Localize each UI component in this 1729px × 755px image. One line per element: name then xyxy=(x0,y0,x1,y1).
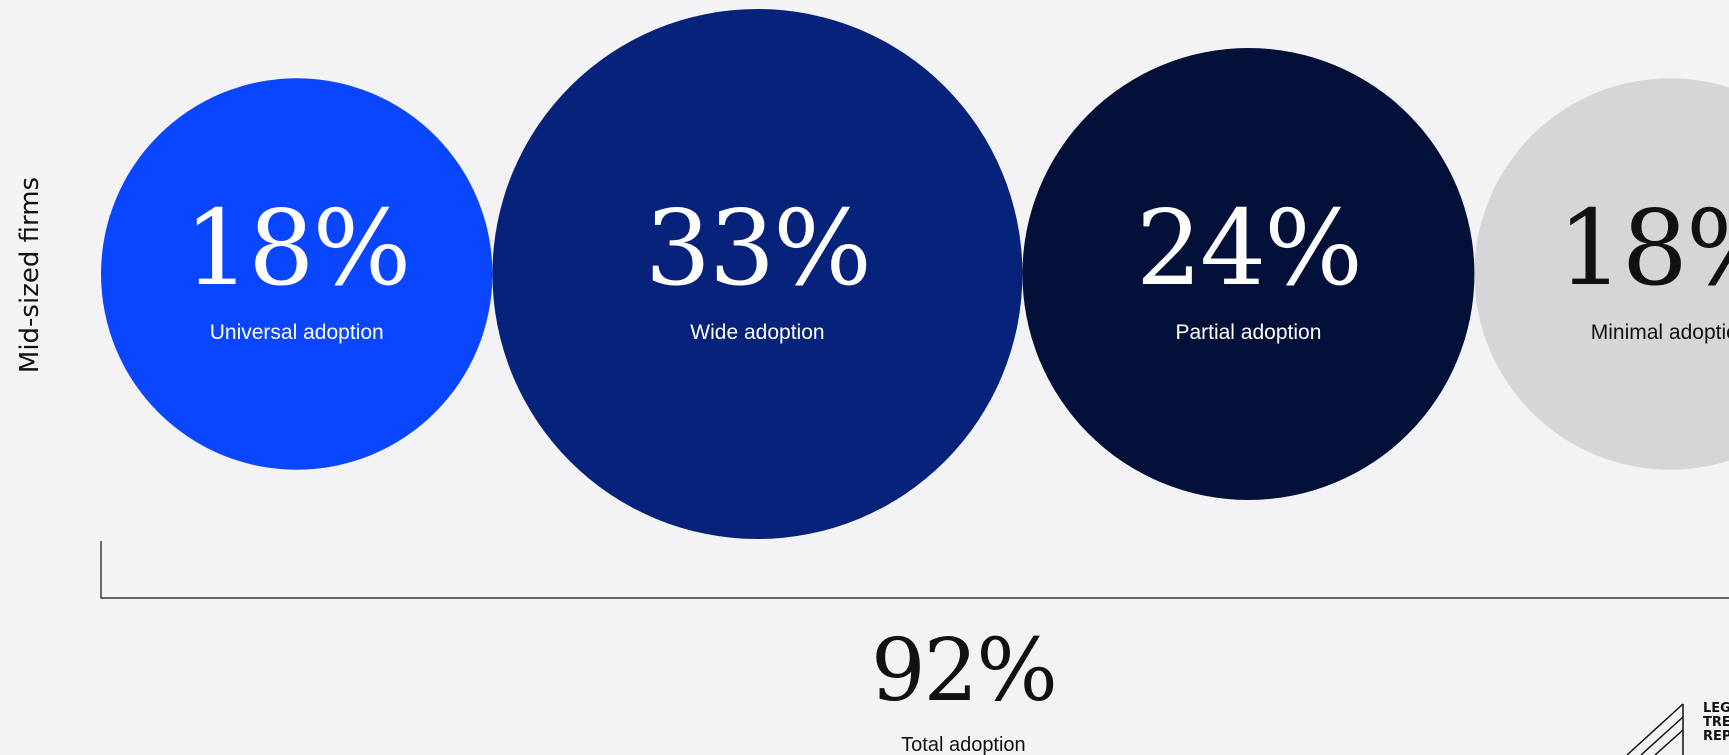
bubbles-group: 18% Universal adoption 33% Wide adoption 24%… xyxy=(101,9,1729,539)
brand-wordmark: LEG TRE REP xyxy=(1703,702,1729,744)
total-bracket xyxy=(100,541,1729,599)
total-group: 92% Total adoption xyxy=(871,621,1058,755)
bubble-circle xyxy=(101,78,493,470)
bubble-category-label: Partial adoption xyxy=(1175,321,1321,344)
bubble-3: 24% Partial adoption xyxy=(1022,48,1475,500)
bubble-value-label: 18% xyxy=(184,187,409,309)
bubble-1: 18% Universal adoption xyxy=(101,78,493,470)
bubble-circle xyxy=(1022,48,1475,500)
total-value-label: 92% xyxy=(871,621,1056,721)
bubble-circle xyxy=(1474,78,1729,470)
bubble-category-label: Wide adoption xyxy=(690,321,824,344)
bubble-2: 33% Wide adoption xyxy=(492,9,1023,539)
bubble-4: 18% Minimal adoption xyxy=(1474,78,1729,470)
bubble-value-label: 33% xyxy=(645,187,870,309)
bubble-value-label: 24% xyxy=(1136,187,1361,309)
brand-logo-icon xyxy=(1626,703,1684,755)
total-category-label: Total adoption xyxy=(901,734,1026,755)
bracket-line xyxy=(100,541,1729,599)
bubble-category-label: Universal adoption xyxy=(210,321,384,344)
y-axis-label: Mid-sized firms xyxy=(15,176,45,374)
bubble-category-label: Minimal adoption xyxy=(1591,321,1729,344)
bubble-value-label: 18% xyxy=(1558,187,1729,309)
bubble-circle xyxy=(492,9,1023,539)
